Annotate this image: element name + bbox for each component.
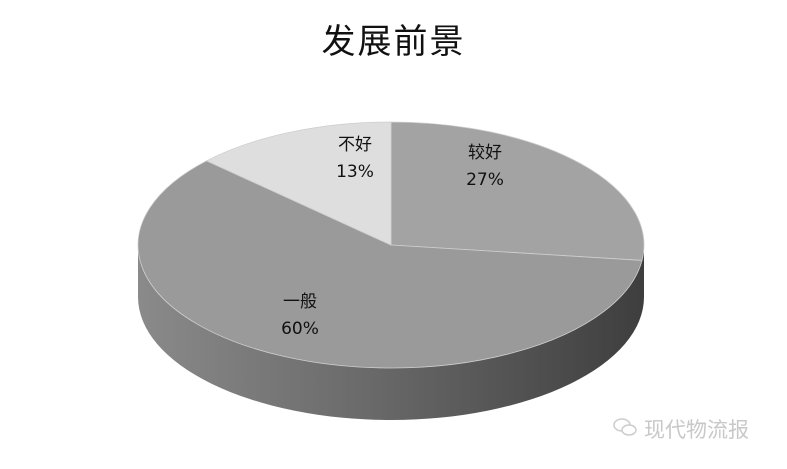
wechat-icon <box>612 416 638 443</box>
slice-percent-1: 60% <box>281 319 319 339</box>
slice-percent-2: 13% <box>336 162 374 182</box>
pie-slice-0 <box>390 121 645 261</box>
pie-slice-1 <box>137 160 643 369</box>
chart-title: 发展前景 <box>321 22 466 62</box>
watermark-text: 现代物流报 <box>644 418 749 442</box>
slice-label-0: 较好 <box>468 143 502 163</box>
slice-label-1: 一般 <box>283 292 317 312</box>
pie-slice-2 <box>205 121 392 246</box>
pie-side-wall <box>138 245 644 420</box>
slice-label-2: 不好 <box>338 135 372 155</box>
watermark: 现代物流报 <box>612 414 749 444</box>
slice-percent-0: 27% <box>466 170 504 190</box>
